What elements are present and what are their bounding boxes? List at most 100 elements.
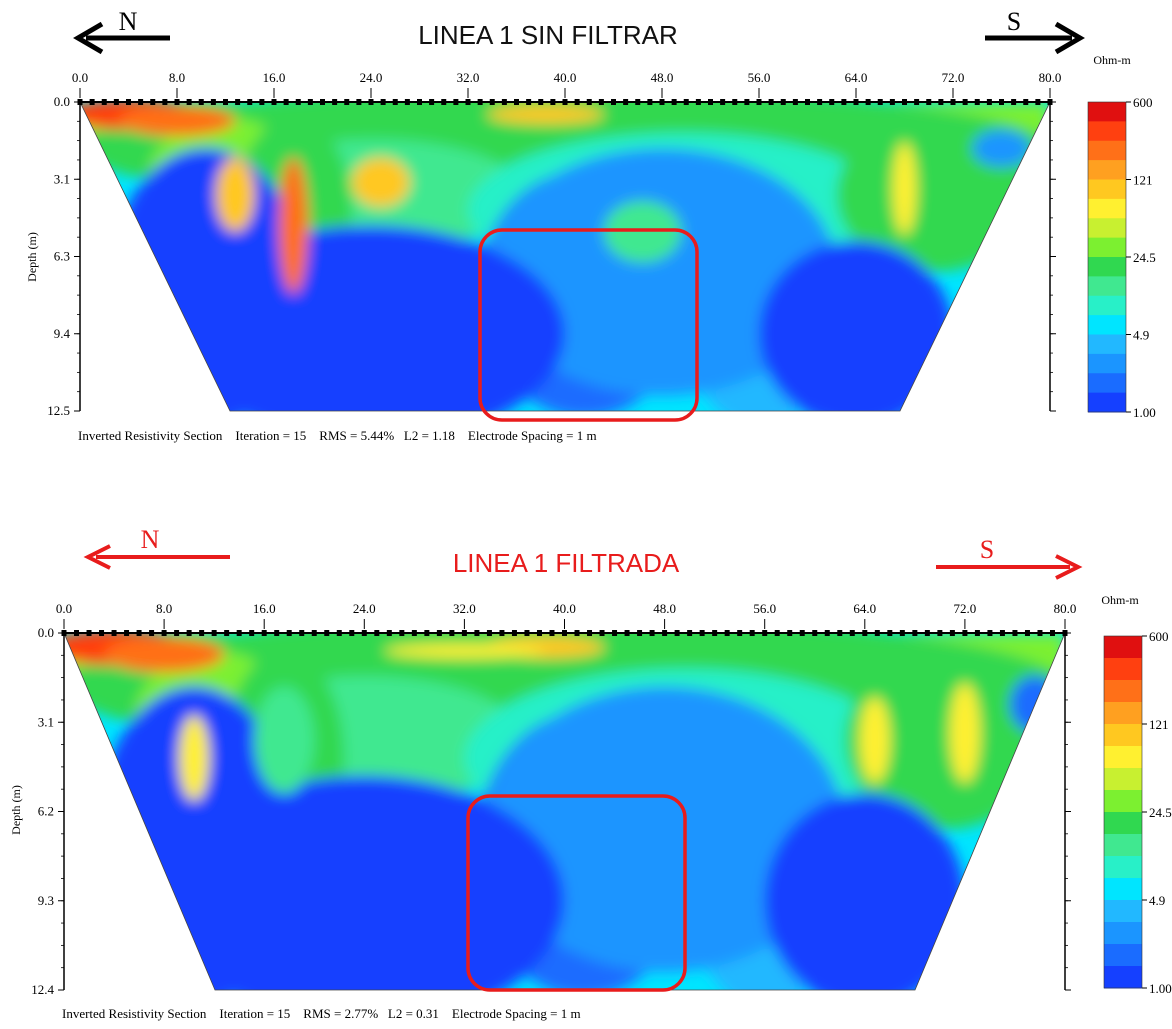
panel-filtered: LINEA 1 FILTRADA N S 0.0 8.0 16.0 24.0 32.0 4… bbox=[9, 525, 1172, 1021]
x-tick-label: 40.0 bbox=[554, 70, 577, 85]
electrode-marker bbox=[549, 630, 555, 636]
electrode-marker bbox=[999, 99, 1004, 105]
x-tick-label: 32.0 bbox=[457, 70, 480, 85]
electrode-marker bbox=[489, 99, 495, 105]
electrode-marker bbox=[624, 630, 630, 636]
y-tick-label: 3.1 bbox=[38, 714, 54, 729]
electrode-marker bbox=[974, 99, 980, 105]
y-tick-label: 6.2 bbox=[38, 804, 54, 819]
electrode-marker bbox=[724, 630, 730, 636]
electrode-marker bbox=[223, 99, 228, 105]
resistivity-zone bbox=[484, 686, 845, 973]
electrode-marker bbox=[787, 630, 793, 636]
colorbar-swatch bbox=[1088, 140, 1126, 161]
electrode-marker bbox=[449, 630, 455, 636]
y-tick-label: 9.3 bbox=[38, 893, 54, 908]
electrode-marker bbox=[386, 630, 392, 636]
electrode-marker bbox=[349, 630, 355, 636]
electrode-marker bbox=[149, 630, 155, 636]
electrode-marker bbox=[501, 99, 507, 105]
south-label: S bbox=[980, 535, 994, 564]
x-tick-label: 64.0 bbox=[853, 601, 876, 616]
x-tick-label: 24.0 bbox=[360, 70, 383, 85]
electrode-marker bbox=[837, 630, 843, 636]
colorbar-swatch bbox=[1104, 790, 1142, 813]
electrode-marker bbox=[708, 99, 713, 105]
electrode-marker bbox=[249, 630, 255, 636]
colorbar-swatch bbox=[1104, 900, 1142, 923]
colorbar-swatch bbox=[1104, 680, 1142, 703]
resistivity-zone bbox=[892, 142, 917, 235]
colorbar-swatch bbox=[1088, 198, 1126, 219]
electrode-marker bbox=[161, 630, 167, 636]
colorbar-swatch bbox=[1088, 334, 1126, 355]
electrode-marker bbox=[550, 99, 556, 105]
depth-axis-label: Depth (m) bbox=[9, 785, 23, 835]
electrode-marker bbox=[914, 99, 920, 105]
electrode-marker bbox=[756, 99, 762, 105]
electrode-marker bbox=[877, 99, 883, 105]
resistivity-zone bbox=[844, 650, 1045, 830]
north-label: N bbox=[141, 525, 160, 554]
electrode-marker bbox=[295, 99, 301, 105]
electrode-marker bbox=[805, 99, 810, 105]
colorbar-swatch bbox=[1088, 276, 1126, 297]
electrode-marker bbox=[1011, 99, 1017, 105]
electrode-marker bbox=[599, 630, 605, 636]
electrode-marker bbox=[562, 99, 568, 105]
electrode-marker bbox=[949, 630, 955, 636]
x-tick-label: 0.0 bbox=[56, 601, 72, 616]
colorbar-swatch bbox=[1104, 636, 1142, 659]
electrode-marker bbox=[762, 630, 768, 636]
electrode-marker bbox=[210, 99, 216, 105]
x-tick-label: 8.0 bbox=[156, 601, 172, 616]
electrode-marker bbox=[887, 630, 893, 636]
electrode-marker bbox=[849, 630, 855, 636]
electrode-marker bbox=[307, 99, 313, 105]
electrode-marker bbox=[344, 99, 350, 105]
electrode-marker bbox=[198, 99, 204, 105]
colorbar-swatch bbox=[1088, 392, 1126, 413]
electrode-marker bbox=[174, 630, 180, 636]
electrode-marker bbox=[671, 99, 677, 105]
electrode-marker bbox=[737, 630, 743, 636]
electrode-marker bbox=[865, 99, 871, 105]
electrode-marker bbox=[712, 630, 718, 636]
y-tick-label: 0.0 bbox=[54, 94, 70, 109]
electrode-marker bbox=[841, 99, 847, 105]
colorbar-label: 121 bbox=[1149, 717, 1169, 732]
electrode-marker bbox=[649, 630, 655, 636]
x-tick-label: 56.0 bbox=[753, 601, 776, 616]
electrode-marker bbox=[974, 630, 980, 636]
electrode-marker bbox=[574, 630, 580, 636]
electrode-marker bbox=[562, 630, 567, 636]
electrode-marker bbox=[695, 99, 701, 105]
electrode-marker bbox=[792, 99, 798, 105]
electrode-marker bbox=[486, 630, 492, 636]
highlight-box bbox=[466, 794, 687, 992]
y-tick-label: 3.1 bbox=[54, 171, 70, 186]
electrode-marker bbox=[477, 99, 483, 105]
electrode-marker bbox=[356, 99, 362, 105]
electrode-marker bbox=[902, 99, 907, 105]
colorbar-swatch bbox=[1104, 856, 1142, 879]
colorbar-label: 1.00 bbox=[1149, 981, 1172, 996]
electrode-marker bbox=[274, 630, 280, 636]
unit-label: Ohm-m bbox=[1101, 593, 1139, 607]
electrode-marker bbox=[286, 630, 292, 636]
colorbar-swatch bbox=[1088, 218, 1126, 239]
electrode-marker bbox=[824, 630, 830, 636]
electrode-marker bbox=[199, 630, 205, 636]
electrode-marker bbox=[635, 99, 641, 105]
y-tick-label: 12.4 bbox=[31, 982, 54, 997]
electrode-marker bbox=[399, 630, 405, 636]
colorbar-swatch bbox=[1088, 237, 1126, 258]
electrode-marker bbox=[411, 630, 417, 636]
electrode-marker bbox=[374, 630, 380, 636]
electrode-marker bbox=[674, 630, 680, 636]
colorbar-swatch bbox=[1104, 966, 1142, 989]
electrode-marker bbox=[465, 99, 471, 105]
x-tick-label: 24.0 bbox=[353, 601, 376, 616]
electrode-marker bbox=[186, 630, 192, 636]
electrode-marker bbox=[126, 99, 131, 105]
